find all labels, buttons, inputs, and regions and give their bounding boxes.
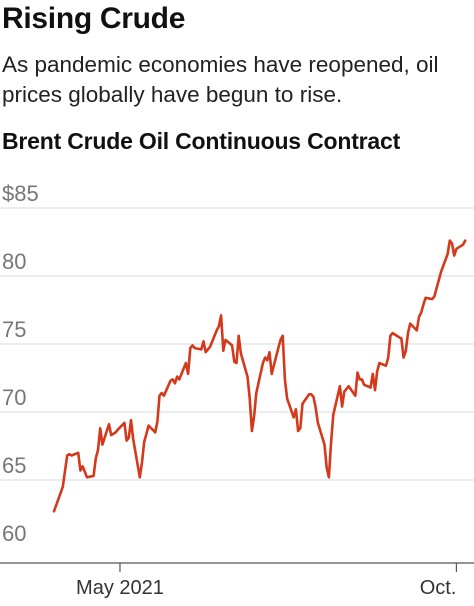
x-tick-label: May 2021	[76, 577, 164, 599]
y-tick-label: 70	[2, 385, 26, 410]
y-tick-label: 65	[2, 453, 26, 478]
series-line	[52, 239, 467, 513]
chart-title: Brent Crude Oil Continuous Contract	[2, 128, 401, 154]
y-tick-label: 80	[2, 249, 26, 274]
page-subtitle: As pandemic economies have reopened, oil…	[2, 52, 439, 107]
y-tick-label: $85	[2, 181, 39, 206]
x-tick-label: Oct.	[420, 577, 457, 599]
page-title: Rising Crude	[2, 2, 186, 35]
y-axis-labels: $85 80 75 70 65 60	[2, 181, 39, 546]
y-tick-label: 60	[2, 521, 26, 546]
y-tick-label: 75	[2, 317, 26, 342]
x-axis-ticks: May 2021 Oct.	[76, 563, 458, 599]
gridlines	[0, 207, 474, 481]
